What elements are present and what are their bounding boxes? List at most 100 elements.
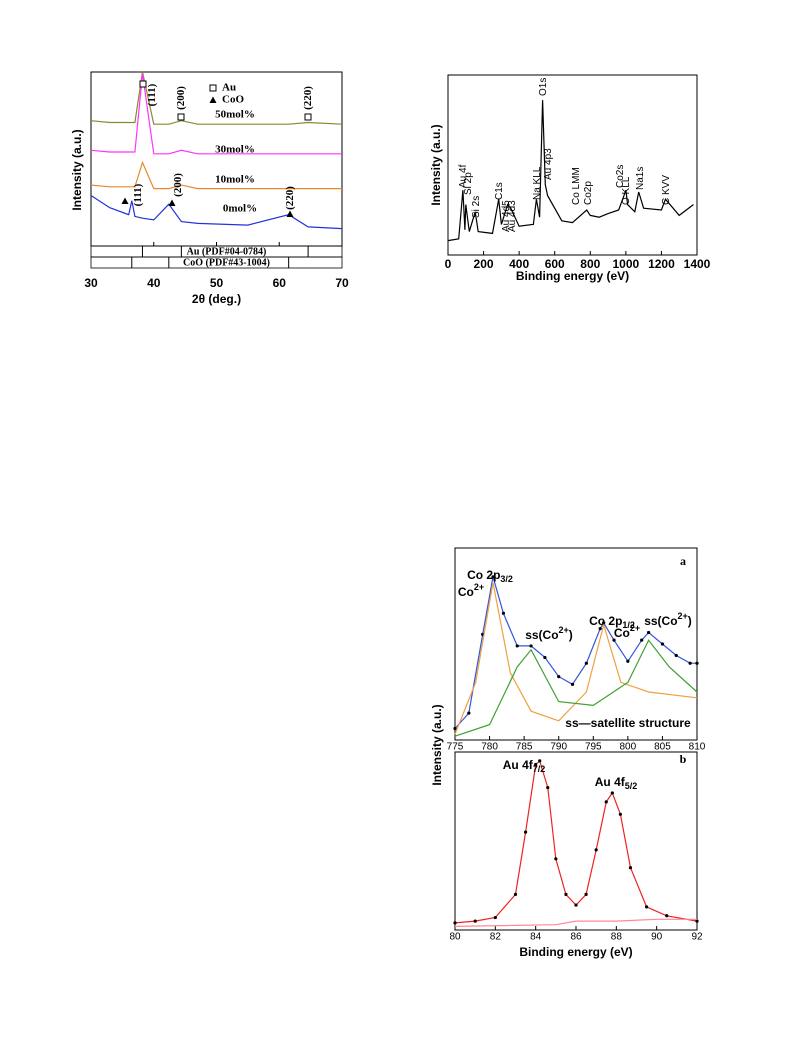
annotation-text: C1s — [494, 182, 505, 200]
data-point — [570, 682, 575, 686]
x-tick-label: 0 — [445, 257, 452, 271]
annotation-text: (200) — [175, 86, 187, 110]
annotation: Au 4f5/2 — [595, 775, 638, 791]
data-point — [523, 830, 528, 834]
annotation-text: Na KLL — [532, 166, 543, 200]
series-label: 0mol% — [223, 203, 257, 215]
annotation: b — [680, 752, 687, 766]
data-point — [598, 627, 602, 631]
data-point — [467, 711, 471, 715]
annotation: Au 4p3 — [543, 148, 554, 180]
x-tick-label: 40 — [147, 276, 161, 290]
spectrum-line — [454, 576, 697, 729]
data-point — [665, 914, 669, 918]
plot-frame — [447, 74, 698, 256]
annotation-text: Co 2p — [467, 568, 500, 582]
x-tick-label: 780 — [481, 742, 498, 753]
x-tick-label: 50 — [210, 276, 224, 290]
data-point — [564, 892, 568, 897]
x-axis-label: 2θ (deg.) — [192, 292, 241, 306]
annotation: C1s — [494, 182, 505, 200]
annotation-text: O KLL — [621, 176, 632, 205]
data-point — [546, 786, 550, 790]
x-tick-label: 810 — [689, 742, 706, 753]
data-point — [513, 892, 518, 897]
data-point — [647, 630, 651, 635]
annotation-text: a — [680, 554, 686, 568]
annotation-tail: ) — [569, 628, 573, 642]
data-point — [695, 661, 699, 665]
x-tick-label: 92 — [691, 932, 703, 943]
annotation: C KVV — [661, 175, 672, 205]
annotation: Na KLL — [532, 166, 543, 200]
data-point — [644, 905, 649, 909]
x-axis-label: Binding energy (eV) — [519, 945, 632, 959]
annotation-text: ss(Co — [644, 614, 677, 628]
annotation-sup: 2+ — [559, 625, 569, 635]
data-point — [501, 611, 505, 615]
reference-label: CoO (PDF#43-1004) — [183, 257, 270, 268]
annotation-text: Co — [458, 585, 474, 599]
annotation-text: Na1s — [635, 167, 646, 190]
reference-strip — [90, 256, 343, 269]
data-point — [534, 762, 538, 767]
x-tick-label: 775 — [447, 742, 464, 753]
au-marker — [209, 84, 217, 92]
spectrum-line — [454, 582, 698, 735]
annotation-tail: ) — [688, 614, 692, 628]
annotation-text: Co2p — [583, 181, 594, 205]
data-point — [584, 892, 588, 897]
x-tick-label: 90 — [651, 932, 663, 943]
annotation: a — [680, 554, 686, 568]
data-point — [612, 638, 616, 642]
annotation: Co2+ — [458, 582, 484, 599]
annotation-sub: 5/2 — [625, 781, 638, 791]
data-point — [594, 848, 598, 852]
au-marker — [139, 80, 147, 88]
annotation: Co2p — [583, 181, 594, 205]
annotation-text: Co2s — [615, 165, 626, 188]
annotation-text: (200) — [172, 173, 184, 197]
annotation: (200) — [172, 173, 184, 197]
y-axis-label: Intensity (a.u.) — [429, 124, 443, 205]
data-point — [557, 675, 561, 679]
annotation: Au 4d5 — [501, 200, 512, 232]
annotation-text: (220) — [284, 186, 296, 210]
annotation: Co2s — [615, 165, 626, 188]
data-point — [604, 800, 608, 804]
annotation: Si 2s — [471, 196, 482, 218]
annotation-text: ss(Co — [525, 628, 558, 642]
data-point — [688, 661, 692, 665]
annotation-sup: 2+ — [630, 623, 640, 633]
spectrum-line — [90, 71, 343, 125]
annotation-sub: 3/2 — [500, 574, 513, 584]
series-label: 30mol% — [215, 144, 255, 156]
x-tick-label: 600 — [545, 257, 565, 271]
coo-marker — [209, 96, 217, 103]
x-tick-label: 800 — [580, 257, 600, 271]
y-axis-label: Intensity (a.u.) — [430, 704, 444, 785]
x-tick-label: 70 — [335, 276, 349, 290]
x-tick-label: 400 — [509, 257, 529, 271]
spectrum-line — [447, 100, 694, 242]
annotation-text: Si 2p — [463, 172, 474, 195]
data-point — [453, 726, 457, 731]
annotation: Co LMM — [571, 167, 582, 205]
annotation: Co2+ — [614, 623, 640, 640]
data-point — [491, 575, 495, 579]
data-point — [473, 919, 477, 923]
data-point — [453, 921, 457, 925]
annotation-text: Au 4d3 — [507, 200, 518, 232]
annotation: ss(Co2+) — [644, 611, 692, 628]
annotation-text: Co LMM — [571, 167, 582, 205]
annotation-text: Au 4p3 — [543, 148, 554, 180]
x-tick-label: 86 — [570, 932, 582, 943]
x-tick-label: 785 — [516, 742, 533, 753]
annotation: Au 4d3 — [507, 200, 518, 232]
data-point — [538, 759, 542, 763]
data-point — [493, 915, 497, 920]
data-point — [618, 812, 622, 816]
annotation-sub: 7/2 — [533, 764, 546, 774]
legend-label: Au — [222, 82, 236, 94]
annotation: (111) — [132, 183, 144, 206]
